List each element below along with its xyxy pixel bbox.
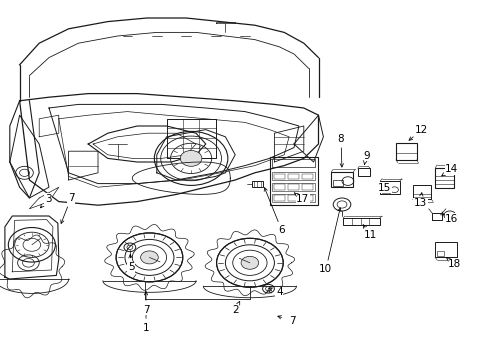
Text: 2: 2 (232, 305, 239, 315)
Circle shape (180, 150, 202, 166)
Bar (343, 218, 380, 225)
Text: 5: 5 (128, 262, 135, 272)
Text: 14: 14 (445, 164, 459, 174)
Bar (270, 157, 318, 205)
Text: 7: 7 (289, 316, 295, 326)
Text: 18: 18 (448, 258, 462, 269)
Circle shape (217, 238, 283, 287)
Bar (274, 184, 285, 190)
Bar (252, 181, 263, 187)
Text: 4: 4 (276, 287, 283, 297)
Text: 7: 7 (68, 193, 74, 203)
Text: 9: 9 (363, 150, 370, 161)
Bar (302, 184, 313, 190)
Bar (274, 174, 285, 179)
Bar (272, 194, 315, 202)
Bar (274, 195, 285, 201)
Circle shape (141, 251, 158, 264)
Text: 3: 3 (45, 194, 51, 204)
Text: 12: 12 (415, 125, 428, 135)
Circle shape (116, 233, 183, 282)
Bar (333, 180, 343, 186)
Text: 15: 15 (378, 183, 392, 193)
Bar (288, 174, 299, 179)
Circle shape (241, 256, 259, 269)
Bar (302, 174, 313, 179)
Bar (382, 188, 390, 193)
Bar (331, 172, 353, 187)
Text: 8: 8 (338, 134, 344, 144)
Bar (435, 242, 457, 257)
Bar (272, 183, 315, 191)
Bar (396, 143, 416, 160)
Text: 16: 16 (445, 214, 459, 224)
Bar (413, 185, 431, 199)
Bar (272, 159, 315, 167)
Bar (435, 168, 454, 188)
Bar (380, 181, 400, 194)
Bar (288, 184, 299, 190)
Text: 10: 10 (319, 264, 332, 274)
Text: 13: 13 (414, 198, 427, 208)
Text: 11: 11 (364, 230, 377, 240)
Bar (288, 195, 299, 201)
Bar (302, 195, 313, 201)
Bar (272, 172, 315, 180)
Bar (437, 251, 444, 256)
Text: 17: 17 (296, 194, 310, 204)
Text: 1: 1 (143, 323, 149, 333)
Text: 7: 7 (143, 305, 149, 315)
Text: 6: 6 (278, 225, 285, 235)
Bar (358, 168, 370, 176)
